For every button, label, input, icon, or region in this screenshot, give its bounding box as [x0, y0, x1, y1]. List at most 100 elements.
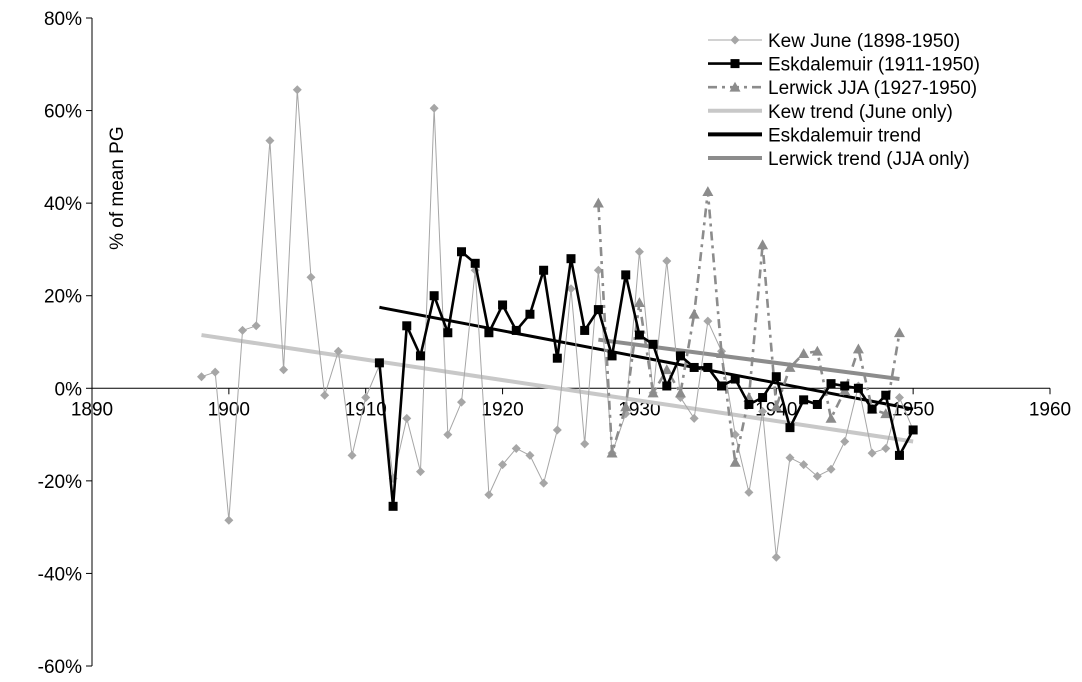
data-point — [443, 328, 453, 338]
data-point — [470, 258, 480, 268]
data-point — [607, 351, 617, 361]
data-point — [552, 425, 562, 435]
legend-marker — [730, 59, 740, 69]
data-point — [799, 395, 809, 405]
data-point — [633, 297, 645, 308]
legend-marker — [730, 35, 740, 45]
data-point — [689, 413, 699, 423]
data-point — [457, 397, 467, 407]
data-point — [539, 478, 549, 488]
legend-item: Kew June (1898-1950) — [708, 31, 960, 52]
legend-item: Eskdalemuir (1911-1950) — [708, 55, 980, 76]
data-point — [662, 381, 672, 391]
data-point — [320, 390, 330, 400]
x-tick-label: 1890 — [71, 399, 113, 420]
data-point — [785, 453, 795, 463]
data-point — [771, 552, 781, 562]
data-point — [224, 515, 234, 525]
data-point — [621, 270, 631, 280]
data-point — [770, 401, 782, 412]
y-tick-label: 20% — [44, 287, 82, 308]
data-point — [592, 197, 604, 208]
y-tick-label: -20% — [38, 472, 82, 493]
data-point — [306, 272, 316, 282]
series-1 — [374, 247, 918, 511]
data-point — [402, 413, 412, 423]
data-point — [402, 321, 412, 331]
data-point — [893, 327, 905, 338]
data-point — [881, 443, 891, 453]
data-point — [894, 450, 904, 460]
data-point — [702, 186, 714, 196]
data-point — [881, 390, 891, 400]
data-point — [674, 387, 686, 398]
data-point — [620, 401, 632, 412]
data-point — [415, 467, 425, 477]
data-point — [840, 437, 850, 447]
data-point — [785, 423, 795, 433]
legend-item: Eskdalemuir trend — [708, 125, 921, 146]
data-point — [716, 348, 728, 358]
legend-item: Kew trend (June only) — [708, 102, 953, 123]
legend-label: Eskdalemuir trend — [768, 125, 921, 146]
data-point — [771, 372, 781, 382]
data-point — [826, 464, 836, 474]
data-point — [593, 305, 603, 315]
data-point — [210, 367, 220, 377]
data-point — [757, 239, 769, 250]
data-point — [484, 328, 494, 338]
data-point — [634, 247, 644, 257]
data-point — [580, 325, 590, 335]
data-point — [812, 399, 822, 409]
y-tick-label: 40% — [44, 194, 82, 215]
data-point — [758, 393, 768, 403]
data-point — [265, 136, 275, 146]
data-point — [552, 353, 562, 363]
data-point — [744, 487, 754, 497]
x-tick-label: 1960 — [1029, 399, 1071, 420]
data-point — [730, 374, 740, 384]
data-point — [498, 300, 508, 310]
data-point — [894, 393, 904, 403]
data-point — [388, 501, 398, 511]
x-tick-label: 1900 — [208, 399, 250, 420]
data-point — [196, 372, 206, 382]
x-tick-label: 1910 — [345, 399, 387, 420]
y-tick-label: -40% — [38, 564, 82, 585]
data-point — [799, 460, 809, 470]
data-point — [279, 365, 289, 375]
legend-marker — [729, 81, 741, 92]
data-point — [539, 265, 549, 275]
data-point — [566, 254, 576, 264]
data-point — [333, 346, 343, 356]
data-point — [511, 443, 521, 453]
data-point — [853, 383, 863, 393]
legend-label: Eskdalemuir (1911-1950) — [768, 55, 980, 76]
data-point — [729, 456, 741, 467]
y-tick-label: -60% — [38, 657, 82, 678]
legend-label: Kew trend (June only) — [768, 102, 953, 123]
data-point — [867, 448, 877, 458]
data-point — [429, 291, 439, 301]
data-point — [580, 439, 590, 449]
y-tick-label: 80% — [44, 9, 82, 30]
legend-item: Lerwick JJA (1927-1950) — [708, 78, 977, 99]
y-axis-ticks: 80% 60% 40% 20% 0% -20% -40% -60% — [38, 9, 92, 678]
data-point — [661, 364, 673, 375]
data-point — [689, 362, 699, 372]
series-line — [378, 250, 915, 508]
data-point — [374, 358, 384, 368]
trend-lines — [201, 305, 914, 444]
legend-label: Kew June (1898-1950) — [768, 31, 960, 52]
data-point — [606, 447, 618, 458]
data-point — [812, 471, 822, 481]
data-point — [825, 412, 837, 423]
series-line — [597, 190, 901, 464]
data-point — [717, 381, 727, 391]
data-point — [880, 408, 892, 419]
legend-item: Lerwick trend (JJA only) — [708, 149, 970, 170]
data-point — [662, 256, 672, 266]
legend-label: Lerwick JJA (1927-1950) — [768, 78, 977, 99]
data-point — [811, 345, 823, 356]
